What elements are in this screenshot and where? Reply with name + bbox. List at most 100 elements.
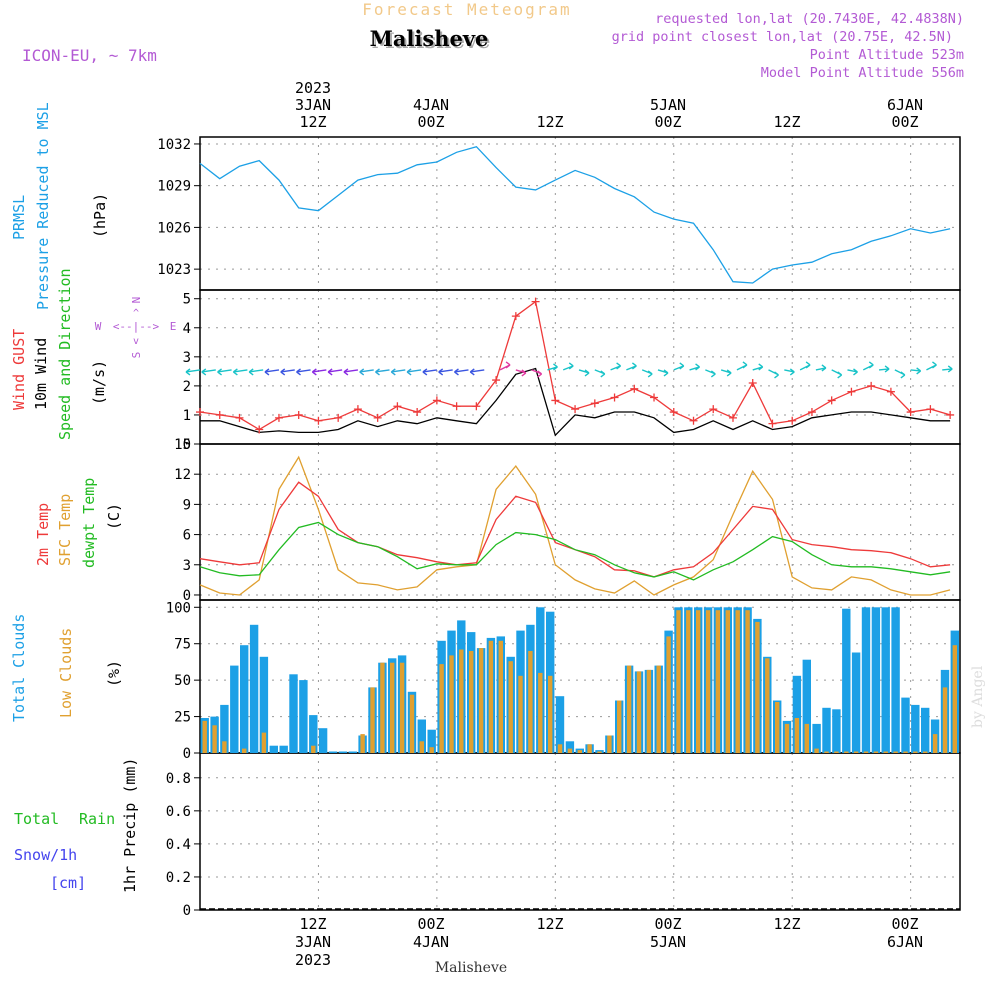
wind-arrow — [673, 362, 685, 371]
y-tick-label: 2 — [183, 379, 191, 395]
y-tick-label: 1029 — [157, 179, 191, 195]
total-cloud-bar — [881, 607, 890, 753]
model-label: ICON-EU, ~ 7km — [22, 46, 157, 65]
total-cloud-bar — [822, 707, 831, 753]
total-cloud-bar — [871, 607, 881, 753]
label-sfc: SFC Temp — [56, 494, 74, 566]
total-cloud-bar — [249, 624, 259, 753]
low-cloud-bar — [508, 661, 513, 753]
wind-arrow — [610, 362, 622, 371]
total-cloud-bar — [851, 652, 861, 753]
wind-arrow — [878, 365, 890, 373]
y-tick-label: 0 — [183, 903, 191, 919]
gust-marker — [294, 410, 303, 419]
total-cloud-bar — [832, 709, 841, 753]
top-label-5jan: 5JAN — [650, 96, 686, 114]
y-tick-label: 25 — [174, 710, 191, 726]
y-tick-label: 0 — [183, 588, 191, 604]
total-cloud-bar — [911, 704, 920, 753]
bottom-label-3jan: 3JAN — [295, 933, 331, 951]
wind10-line — [200, 367, 951, 437]
bottom-label-00z-c: 00Z — [891, 915, 918, 933]
label-pct: (%) — [105, 660, 123, 687]
gust-marker — [274, 413, 283, 422]
gust-marker — [511, 312, 520, 321]
low-cloud-bar — [390, 662, 395, 753]
low-cloud-bar — [765, 658, 770, 753]
low-cloud-bar — [853, 751, 859, 753]
gust-marker — [373, 413, 382, 422]
low-cloud-bar — [755, 621, 760, 753]
top-label-6jan: 6JAN — [887, 96, 923, 114]
label-total-clouds: Total Clouds — [10, 614, 28, 722]
total-cloud-bar — [901, 697, 910, 753]
plot-panels: 1023102610291032012345036912150255075100… — [157, 136, 961, 919]
low-cloud-bar — [202, 720, 207, 753]
gust-marker — [196, 408, 204, 417]
gust-marker — [867, 381, 876, 390]
low-cloud-bar — [469, 651, 474, 753]
wind-arrow — [311, 368, 327, 376]
low-cloud-bar — [626, 665, 632, 753]
wind-arrow — [248, 368, 264, 376]
low-cloud-bar — [775, 702, 780, 753]
top-label-00z-a: 00Z — [417, 113, 444, 131]
gust-marker — [255, 425, 264, 434]
bottom-label-00z-a: 00Z — [417, 915, 444, 933]
dewpt-line — [199, 521, 951, 581]
gust-marker — [689, 416, 698, 425]
label-prmsl-long: Pressure Reduced to MSL — [34, 102, 52, 310]
top-label-12z-b: 12Z — [536, 113, 563, 131]
bottom-label-12z-b: 12Z — [536, 915, 563, 933]
total-cloud-bar — [309, 715, 318, 753]
y-tick-label: 100 — [166, 600, 191, 616]
total-cloud-bar — [812, 723, 821, 753]
low-cloud-bar — [686, 610, 691, 753]
total-cloud-bar — [842, 608, 851, 753]
gust-marker — [472, 402, 481, 411]
gust-marker — [353, 405, 362, 414]
label-hpa: (hPa) — [91, 193, 109, 238]
wind-arrow — [359, 368, 374, 376]
label-snow: Snow/1h — [14, 846, 77, 864]
total-cloud-bar — [565, 741, 575, 753]
label-prmsl: PRMSL — [10, 195, 28, 240]
top-label-12z-a: 12Z — [299, 113, 326, 131]
total-cloud-bar — [269, 745, 278, 753]
low-cloud-bar — [449, 655, 454, 753]
compass-rose: N ^ <--|--> v S W E — [95, 297, 177, 359]
label-c: (C) — [105, 503, 123, 530]
top-label-00z-b: 00Z — [654, 113, 681, 131]
panel-3: 0 3 6 9 12 15 — [174, 437, 961, 604]
y-tick-label: 1026 — [157, 220, 191, 236]
bottom-label-2023: 2023 — [295, 951, 331, 969]
gust-marker — [590, 399, 599, 408]
gust-marker — [432, 396, 441, 405]
wind-arrow — [799, 361, 811, 371]
wind-arrow — [815, 364, 827, 372]
location-title: Malisheve — [370, 26, 489, 51]
low-cloud-bar — [696, 610, 701, 753]
y-tick-label: 4 — [183, 321, 191, 337]
y-tick-label: 1023 — [157, 262, 191, 278]
low-cloud-bar — [725, 610, 730, 753]
wind-arrow — [894, 369, 906, 379]
wind-arrow — [910, 367, 922, 375]
wind-arrow — [705, 369, 716, 378]
top-time-axis: 2023 3JAN 12Z 4JAN 00Z 12Z 5JAN 00Z 12Z … — [295, 79, 923, 131]
y-tick-label: 0.8 — [166, 771, 191, 787]
low-cloud-bar — [745, 610, 750, 753]
low-cloud-bar — [242, 748, 247, 753]
gust-marker — [314, 416, 323, 425]
compass-line: <--|--> — [113, 320, 160, 333]
low-cloud-bar — [784, 723, 790, 753]
y-tick-label: 5 — [183, 292, 191, 308]
panel-1: 1023 1026 1029 1032 — [157, 136, 961, 291]
bottom-label-12z-a: 12Z — [299, 915, 326, 933]
gust-marker — [393, 402, 402, 411]
wind-arrow — [390, 368, 406, 376]
gust-marker — [650, 393, 659, 402]
wind-arrow — [689, 363, 700, 371]
wind-arrow — [264, 368, 280, 376]
